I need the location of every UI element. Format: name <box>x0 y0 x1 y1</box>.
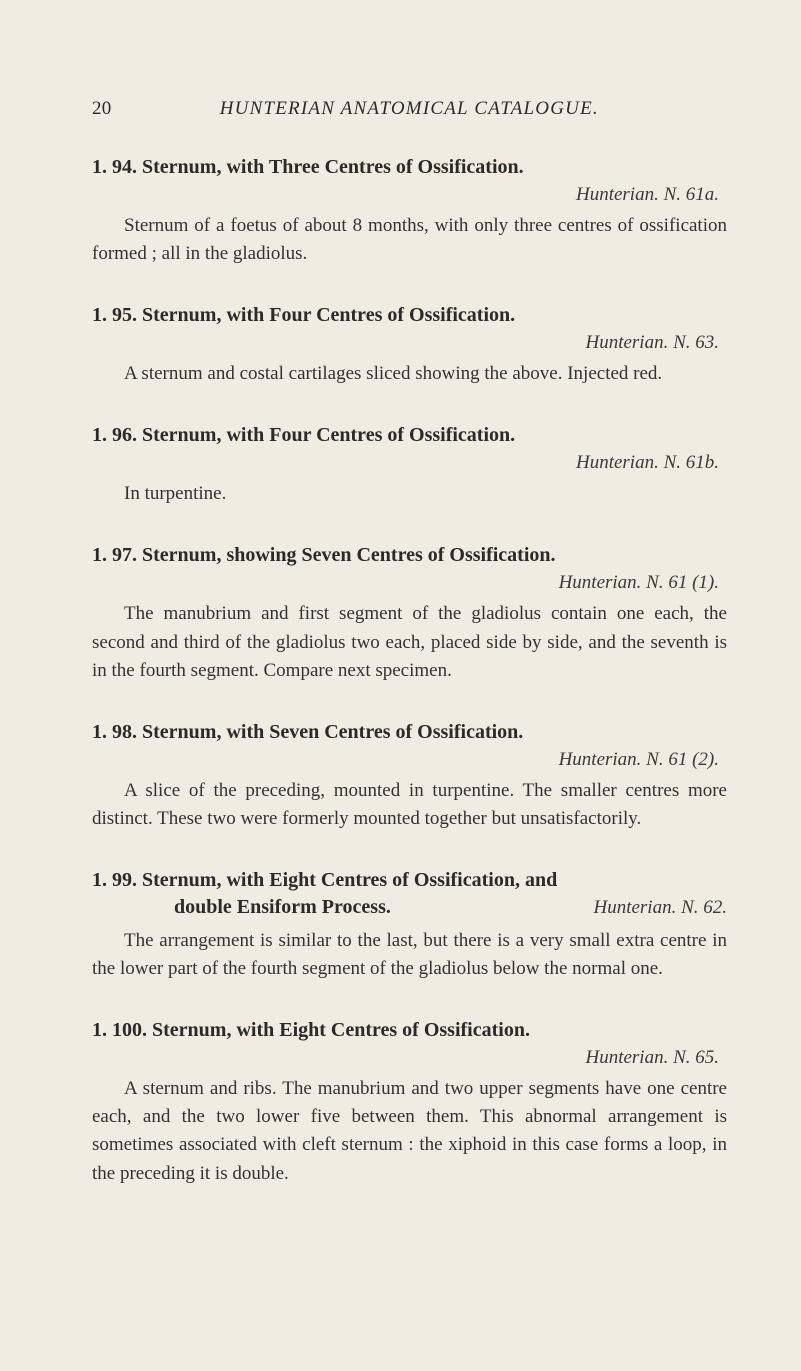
entry-heading: 1. 96. Sternum, with Four Centres of Oss… <box>92 422 727 448</box>
entry-reference: Hunterian. N. 61 (2). <box>92 749 719 771</box>
entry-heading: 1. 95. Sternum, with Four Centres of Oss… <box>92 302 727 328</box>
entry-heading: 1. 97. Sternum, showing Seven Centres of… <box>92 542 727 568</box>
entry-reference: Hunterian. N. 61a. <box>92 184 719 206</box>
entry-heading-line1: 1. 99. Sternum, with Eight Centres of Os… <box>92 867 727 894</box>
entry-description: Sternum of a foetus of about 8 months, w… <box>92 212 727 268</box>
entry-reference: Hunterian. N. 61 (1). <box>92 572 719 594</box>
entry-reference: Hunterian. N. 63. <box>92 332 719 354</box>
entry-reference: Hunterian. N. 62. <box>593 895 727 921</box>
catalogue-entry: 1. 96. Sternum, with Four Centres of Oss… <box>92 422 727 508</box>
entry-heading-line2: double Ensiform Process. <box>92 894 391 921</box>
catalogue-entry: 1. 98. Sternum, with Seven Centres of Os… <box>92 719 727 833</box>
catalogue-entry: 1. 100. Sternum, with Eight Centres of O… <box>92 1017 727 1187</box>
entry-heading: 1. 98. Sternum, with Seven Centres of Os… <box>92 719 727 745</box>
entry-reference: Hunterian. N. 65. <box>92 1047 719 1069</box>
entry-heading: 1. 100. Sternum, with Eight Centres of O… <box>92 1017 727 1043</box>
entry-heading: 1. 94. Sternum, with Three Centres of Os… <box>92 154 727 180</box>
running-title: HUNTERIAN ANATOMICAL CATALOGUE. <box>112 98 727 120</box>
entry-heading: 1. 99. Sternum, with Eight Centres of Os… <box>92 867 727 921</box>
entry-reference: Hunterian. N. 61b. <box>92 452 719 474</box>
catalogue-entry: 1. 97. Sternum, showing Seven Centres of… <box>92 542 727 684</box>
entry-description: A sternum and costal cartilages sliced s… <box>92 360 727 388</box>
catalogue-entry: 1. 95. Sternum, with Four Centres of Oss… <box>92 302 727 388</box>
entry-description: The manubrium and first segment of the g… <box>92 600 727 684</box>
entry-description: A sternum and ribs. The manubrium and tw… <box>92 1075 727 1187</box>
page: 20 HUNTERIAN ANATOMICAL CATALOGUE. 1. 94… <box>0 0 801 1272</box>
catalogue-entry: 1. 99. Sternum, with Eight Centres of Os… <box>92 867 727 983</box>
entry-description: The arrangement is similar to the last, … <box>92 927 727 983</box>
entry-description: In turpentine. <box>92 480 727 508</box>
catalogue-entry: 1. 94. Sternum, with Three Centres of Os… <box>92 154 727 268</box>
page-header: 20 HUNTERIAN ANATOMICAL CATALOGUE. <box>92 98 727 120</box>
page-number: 20 <box>92 98 112 120</box>
entry-description: A slice of the preceding, mounted in tur… <box>92 777 727 833</box>
